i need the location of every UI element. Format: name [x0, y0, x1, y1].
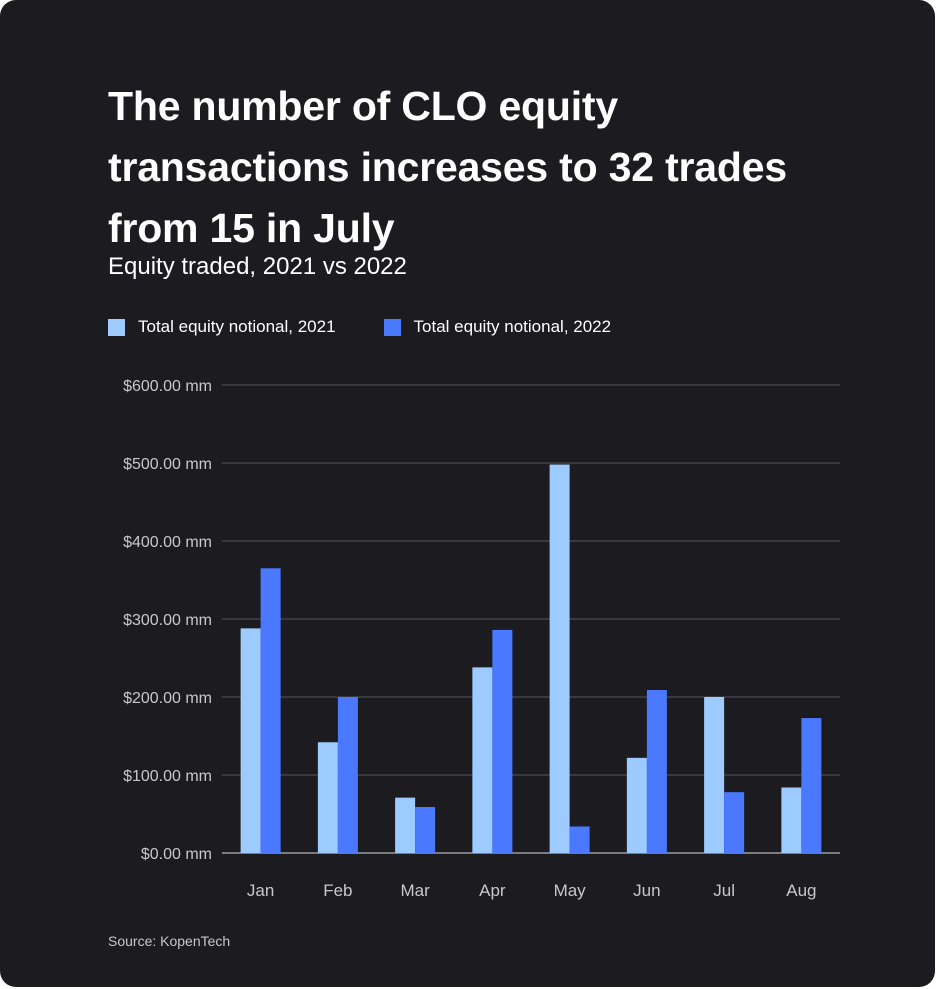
x-tick-label: Jul: [713, 881, 735, 900]
chart-subtitle: Equity traded, 2021 vs 2022: [108, 253, 407, 280]
x-tick-label: Jun: [633, 881, 660, 900]
bar-2022: [569, 826, 590, 853]
bar-2021: [549, 464, 570, 853]
x-tick-label: May: [554, 881, 587, 900]
legend-swatch-2021: [108, 318, 125, 336]
y-tick-label: $400.00 mm: [123, 534, 212, 551]
x-tick-label: Feb: [323, 881, 352, 900]
y-tick-label: $500.00 mm: [123, 456, 212, 473]
bar-2022: [415, 806, 436, 853]
bar-2021: [395, 797, 416, 853]
bar-2022: [724, 792, 745, 853]
x-tick-label: Mar: [400, 881, 430, 900]
bar-2021: [626, 757, 647, 853]
chart-title: The number of CLO equity transactions in…: [108, 83, 787, 251]
bar-2021: [704, 697, 725, 853]
bar-2021: [240, 628, 261, 853]
bar-2022: [492, 629, 513, 853]
legend-item-2021: Total equity notional, 2021: [108, 317, 336, 337]
x-tick-label: Apr: [479, 881, 506, 900]
y-tick-label: $0.00 mm: [141, 846, 212, 863]
y-tick-label: $200.00 mm: [123, 690, 212, 707]
legend-swatch-2022: [383, 318, 401, 336]
y-tick-label: $100.00 mm: [123, 768, 212, 785]
bar-2021: [317, 742, 338, 853]
legend-label-2022: Total equity notional, 2022: [413, 317, 612, 336]
x-tick-label: Jan: [247, 881, 274, 900]
bar-2022: [337, 697, 358, 853]
bar-2022: [260, 568, 281, 853]
bar-2022: [801, 718, 822, 853]
x-tick-label: Aug: [786, 881, 816, 900]
bar-2021: [472, 667, 493, 853]
legend-label-2021: Total equity notional, 2021: [138, 317, 336, 336]
y-tick-label: $300.00 mm: [123, 612, 212, 629]
bar-2021: [781, 787, 802, 853]
bar-2022: [646, 689, 667, 853]
source-note: Source: KopenTech: [108, 933, 231, 949]
y-tick-label: $600.00 mm: [123, 378, 212, 395]
legend: Total equity notional, 2021 Total equity…: [108, 315, 659, 339]
legend-item-2022: Total equity notional, 2022: [383, 317, 612, 337]
